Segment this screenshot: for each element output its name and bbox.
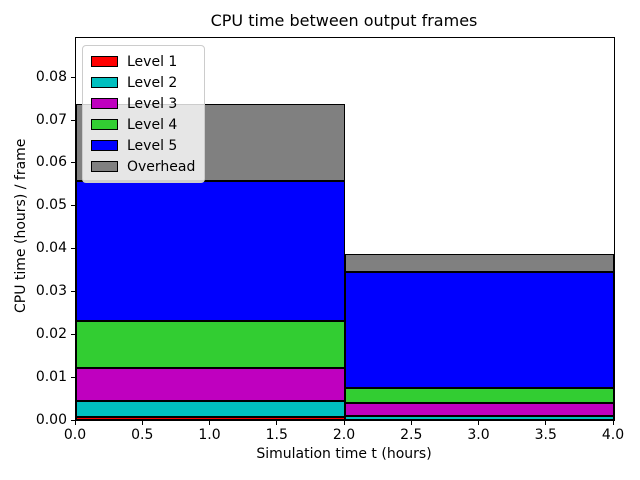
- bar-1-segment-level-5: [76, 180, 345, 322]
- legend-label: Level 2: [127, 74, 178, 91]
- y-tick: [71, 205, 75, 207]
- legend-swatch-overhead: [91, 161, 118, 172]
- x-tick-label: 3.5: [534, 427, 557, 443]
- y-tick: [71, 420, 75, 421]
- y-tick-label: 0.07: [35, 111, 67, 128]
- x-tick: [276, 420, 278, 425]
- x-axis-label: Simulation time t (hours): [256, 446, 432, 462]
- legend-label: Level 4: [127, 116, 178, 133]
- y-tick: [71, 248, 75, 250]
- legend-label: Level 1: [127, 53, 178, 70]
- y-tick-label: 0.04: [35, 240, 67, 257]
- bar-2-segment-overhead: [345, 253, 614, 273]
- chart-title: CPU time between output frames: [210, 11, 478, 30]
- legend-item-level-3: Level 3: [91, 93, 195, 114]
- x-tick-label: 0.0: [63, 427, 87, 443]
- x-tick-label: 3.0: [467, 427, 490, 443]
- bar-1-segment-level-3: [76, 367, 345, 401]
- x-tick: [478, 420, 479, 425]
- x-tick: [343, 420, 345, 425]
- bar-1-segment-level-2: [76, 400, 345, 417]
- y-tick-label: 0.00: [35, 412, 67, 428]
- bar-2-segment-level-4: [345, 387, 614, 403]
- y-tick-label: 0.05: [35, 197, 67, 214]
- legend: Level 1 Level 2 Level 3 Level 4 Level 5 Overh…: [82, 45, 206, 183]
- bar-2-segment-level-3: [345, 402, 614, 417]
- bar-2-segment-level-2: [345, 416, 614, 420]
- legend-item-level-1: Level 1: [91, 51, 195, 72]
- legend-label: Overhead: [127, 158, 196, 175]
- y-tick-label: 0.06: [35, 154, 67, 171]
- legend-swatch-level-3: [91, 98, 118, 109]
- y-tick-label: 0.02: [35, 326, 67, 343]
- x-tick: [209, 420, 210, 425]
- y-tick: [71, 119, 75, 121]
- legend-label: Level 3: [127, 95, 178, 112]
- x-tick: [141, 420, 143, 425]
- legend-swatch-level-1: [91, 56, 118, 67]
- y-tick-label: 0.01: [35, 369, 67, 386]
- y-tick: [71, 162, 75, 164]
- y-tick-label: 0.03: [35, 283, 67, 300]
- legend-label: Level 5: [127, 137, 178, 154]
- x-tick: [74, 420, 76, 425]
- bar-2-segment-level-5: [345, 272, 614, 388]
- legend-item-level-5: Level 5: [91, 135, 195, 156]
- legend-item-level-4: Level 4: [91, 114, 195, 135]
- x-tick: [545, 420, 547, 425]
- y-tick-label: 0.08: [35, 68, 67, 85]
- x-tick-label: 2.0: [332, 427, 356, 443]
- x-tick-label: 4.0: [601, 427, 625, 443]
- x-tick-label: 0.5: [131, 427, 154, 443]
- legend-swatch-level-4: [91, 119, 118, 130]
- y-tick: [71, 334, 75, 336]
- legend-swatch-level-5: [91, 140, 118, 151]
- legend-swatch-level-2: [91, 77, 118, 88]
- legend-item-level-2: Level 2: [91, 72, 195, 93]
- plot-area: Level 1 Level 2 Level 3 Level 4 Level 5 Overh…: [75, 37, 615, 421]
- x-tick-label: 1.5: [265, 427, 288, 443]
- x-tick-label: 2.5: [400, 427, 423, 443]
- bar-1-segment-level-4: [76, 321, 345, 368]
- legend-item-overhead: Overhead: [91, 156, 195, 177]
- x-tick-label: 1.0: [198, 427, 221, 443]
- x-tick: [612, 420, 614, 425]
- y-tick: [71, 76, 75, 78]
- x-tick: [410, 420, 412, 425]
- bar-1-segment-level-1: [76, 416, 345, 420]
- y-tick: [71, 291, 75, 293]
- y-tick: [71, 377, 75, 379]
